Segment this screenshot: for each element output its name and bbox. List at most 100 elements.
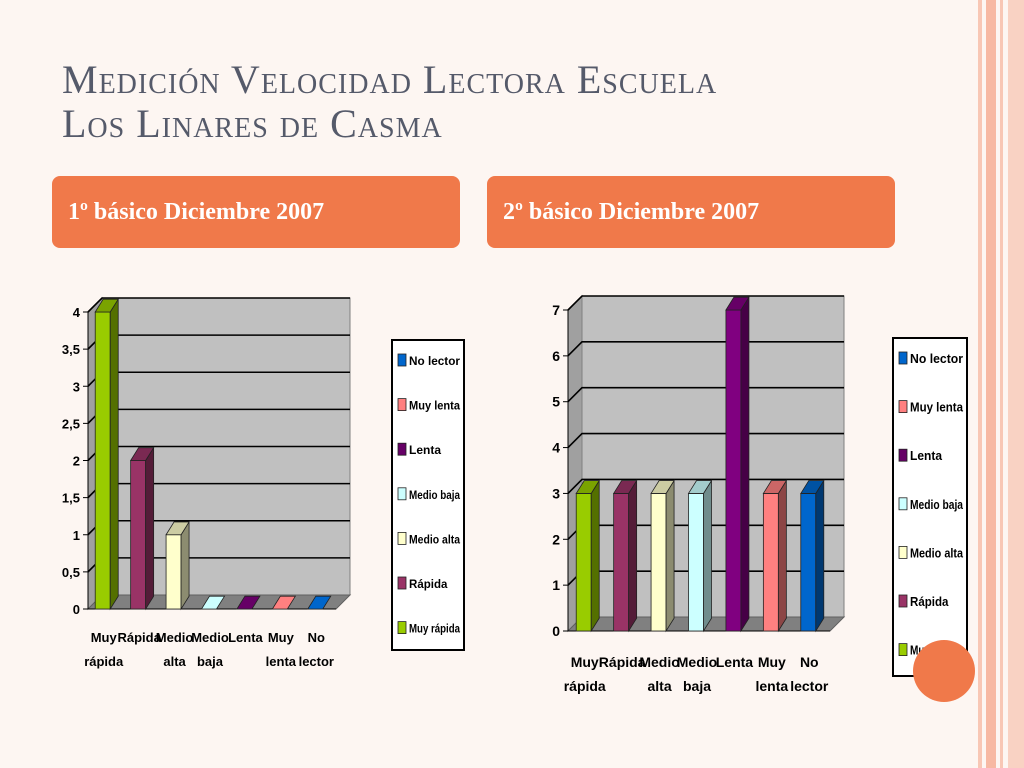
- legend-label: Muy rápida: [409, 622, 460, 636]
- bar-side: [109, 297, 119, 611]
- legend-swatch: [898, 497, 908, 511]
- y-tick-label: 5: [552, 394, 560, 410]
- x-category-label: lenta: [756, 678, 789, 694]
- x-category-label: Medio: [191, 630, 229, 645]
- legend-label: Muy lenta: [409, 399, 460, 413]
- bar: [762, 479, 788, 633]
- legend-label: Medio baja: [409, 488, 460, 502]
- bar-side: [180, 520, 190, 611]
- x-category-label: Medio: [639, 654, 679, 670]
- bar-side: [777, 479, 787, 633]
- y-tick-label: 3,5: [62, 342, 80, 357]
- bar-front: [688, 493, 704, 632]
- bar-side: [628, 479, 638, 633]
- bar: [575, 479, 600, 633]
- legend-swatch: [397, 398, 407, 412]
- y-tick-label: 3: [73, 379, 80, 394]
- bar-top: [687, 480, 713, 494]
- legend-swatch: [898, 546, 908, 559]
- bar-chart-1: 00,511,522,533,54MuyrápidaRápidaMedioalt…: [62, 296, 465, 669]
- x-category-label: Rápida: [599, 654, 646, 670]
- legend-swatch: [397, 576, 407, 590]
- bar-flat: [236, 595, 261, 610]
- decor-dot: [913, 640, 975, 702]
- y-tick-label: 2: [73, 454, 80, 469]
- bar-side: [665, 479, 675, 633]
- bar: [271, 595, 297, 610]
- legend-label: Muy lenta: [910, 400, 964, 415]
- x-category-label: lector: [790, 678, 829, 694]
- y-tick-label: 7: [552, 302, 560, 318]
- legend-label: Lenta: [910, 448, 943, 463]
- x-category-label: Muy: [758, 654, 786, 670]
- bar-top: [94, 298, 119, 313]
- x-category-label: rápida: [84, 654, 124, 669]
- x-category-label: rápida: [564, 678, 606, 694]
- chart-legend: No lector Muy lenta Lenta Medio baja Medio a…: [892, 337, 968, 677]
- bar-top: [165, 521, 190, 536]
- x-category-label: No: [308, 630, 325, 645]
- chart-header-right-label: 2º básico Diciembre 2007: [503, 198, 760, 225]
- bar-front: [800, 493, 817, 632]
- slide-title-line2: Los Linares de Casma: [62, 101, 443, 146]
- gridline: [567, 386, 844, 403]
- decor-stripe: [978, 0, 982, 768]
- decor-stripe: [986, 0, 996, 768]
- gridline: [567, 295, 844, 311]
- legend-swatch: [397, 442, 407, 456]
- y-tick-label: 6: [552, 348, 560, 364]
- bar-front: [94, 311, 111, 610]
- x-category-label: lenta: [266, 654, 297, 669]
- x-category-label: Medio: [156, 630, 194, 645]
- y-tick-label: 4: [552, 440, 560, 456]
- legend-swatch: [898, 448, 908, 462]
- chart-legend: No lector Muy lenta Lenta Medio baja Medio a…: [391, 339, 465, 651]
- gridline: [87, 297, 350, 313]
- x-category-label: No: [800, 654, 819, 670]
- bar: [94, 297, 119, 611]
- bar-side: [590, 479, 600, 633]
- x-category-label: Rápida: [117, 630, 161, 645]
- bar-side: [145, 446, 155, 611]
- legend-label: Rápida: [910, 594, 949, 609]
- x-category-label: Muy: [268, 630, 295, 645]
- x-category-label: Muy: [571, 654, 599, 670]
- bar: [200, 595, 226, 610]
- x-category-label: lector: [299, 654, 334, 669]
- bar: [800, 479, 825, 633]
- bar-top: [800, 480, 825, 494]
- y-tick-label: 2,5: [62, 416, 80, 431]
- legend-swatch: [898, 594, 908, 608]
- y-tick-label: 2: [552, 531, 560, 547]
- x-category-label: Lenta: [716, 654, 754, 670]
- bar: [650, 479, 675, 633]
- x-category-label: alta: [648, 678, 672, 694]
- bar-side: [703, 479, 712, 633]
- x-category-label: Lenta: [228, 630, 263, 645]
- gridline: [567, 341, 844, 357]
- x-category-label: Medio: [677, 654, 717, 670]
- bar: [307, 595, 332, 610]
- y-tick-label: 0,5: [62, 565, 80, 580]
- legend-label: Medio baja: [910, 497, 964, 512]
- legend-swatch: [898, 400, 908, 414]
- decor-stripe: [1008, 0, 1024, 768]
- bar-top: [650, 480, 675, 494]
- legend-swatch: [898, 643, 908, 656]
- legend-swatch: [397, 353, 407, 367]
- y-tick-label: 1,5: [62, 491, 80, 506]
- bar-top: [575, 480, 600, 494]
- x-category-label: alta: [163, 654, 186, 669]
- y-tick-label: 1: [552, 577, 560, 593]
- bar-side: [740, 295, 750, 633]
- bar-front: [762, 493, 779, 632]
- chart-header-left-label: 1º básico Diciembre 2007: [68, 198, 325, 225]
- bar: [129, 446, 155, 611]
- y-tick-label: 0: [73, 602, 80, 617]
- bar-chart-2: 01234567MuyrápidaRápidaMedioaltaMediobaj…: [552, 294, 968, 694]
- slide-title: Medición Velocidad Lectora Escuela Los L…: [62, 58, 942, 146]
- bar-top: [129, 447, 155, 461]
- legend-label: Medio alta: [409, 532, 460, 546]
- legend-label: No lector: [910, 351, 963, 366]
- chart-header-left: 1º básico Diciembre 2007: [52, 176, 460, 248]
